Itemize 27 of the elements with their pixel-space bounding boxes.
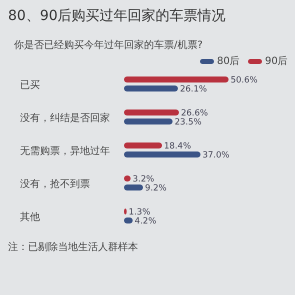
y-tick-label: 无需购票，异地过年	[20, 145, 110, 157]
bar	[124, 118, 173, 124]
data-label: 1.3%	[128, 208, 150, 218]
bar	[124, 152, 200, 158]
data-label: 23.5%	[174, 118, 202, 128]
subtitle: 你是否已经购买今年过年回家的车票/机票?	[14, 40, 203, 51]
y-tick-label: 没有，纠结是否回家	[20, 112, 110, 124]
title: 80、90后购买过年回家的车票情况	[8, 8, 226, 24]
bar	[124, 86, 178, 92]
bar	[124, 184, 144, 190]
annotation: 注：已剔除当地生活人群样本	[8, 242, 138, 253]
data-label: 4.2%	[134, 216, 156, 226]
legend-label: 80后	[217, 55, 240, 67]
data-label: 18.4%	[164, 142, 192, 152]
bar	[124, 76, 229, 82]
legend-label: 90后	[265, 55, 288, 67]
data-label: 50.6%	[230, 76, 258, 86]
data-label: 9.2%	[145, 184, 167, 194]
y-tick-label: 已买	[20, 80, 40, 91]
bar	[124, 110, 179, 116]
data-label: 26.6%	[180, 108, 208, 118]
data-label: 37.0%	[202, 150, 230, 160]
data-label: 3.2%	[132, 174, 154, 184]
data-label: 26.1%	[180, 84, 207, 94]
y-tick-label: 没有，抢不到票	[20, 178, 90, 190]
bar	[124, 142, 162, 148]
y-tick-label: 其他	[20, 211, 40, 223]
